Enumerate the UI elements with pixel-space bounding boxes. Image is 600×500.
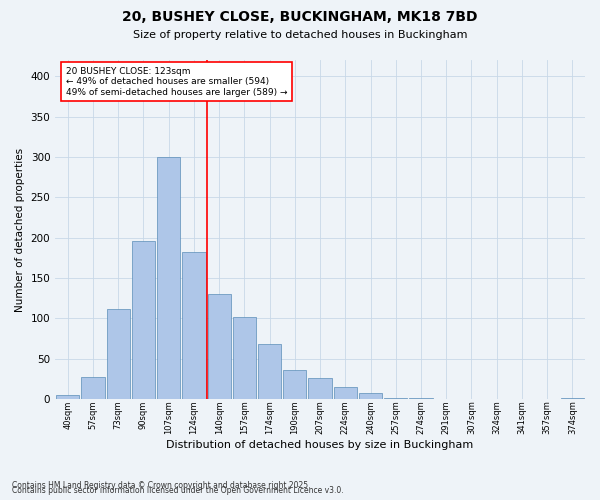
Text: Size of property relative to detached houses in Buckingham: Size of property relative to detached ho…	[133, 30, 467, 40]
Bar	[233, 317, 256, 399]
Bar	[308, 378, 332, 399]
Bar	[561, 398, 584, 399]
Text: Contains HM Land Registry data © Crown copyright and database right 2025.: Contains HM Land Registry data © Crown c…	[12, 481, 311, 490]
Bar	[334, 387, 357, 399]
Bar	[208, 294, 231, 399]
Bar	[283, 370, 307, 399]
Text: 20, BUSHEY CLOSE, BUCKINGHAM, MK18 7BD: 20, BUSHEY CLOSE, BUCKINGHAM, MK18 7BD	[122, 10, 478, 24]
Bar	[132, 241, 155, 399]
Text: Contains public sector information licensed under the Open Government Licence v3: Contains public sector information licen…	[12, 486, 344, 495]
Bar	[409, 398, 433, 399]
Bar	[258, 344, 281, 399]
Bar	[384, 398, 407, 399]
Bar	[359, 392, 382, 399]
Bar	[157, 157, 181, 399]
Bar	[56, 395, 79, 399]
Y-axis label: Number of detached properties: Number of detached properties	[15, 148, 25, 312]
Bar	[182, 252, 206, 399]
X-axis label: Distribution of detached houses by size in Buckingham: Distribution of detached houses by size …	[166, 440, 474, 450]
Bar	[107, 308, 130, 399]
Bar	[82, 376, 104, 399]
Text: 20 BUSHEY CLOSE: 123sqm
← 49% of detached houses are smaller (594)
49% of semi-d: 20 BUSHEY CLOSE: 123sqm ← 49% of detache…	[66, 67, 287, 96]
